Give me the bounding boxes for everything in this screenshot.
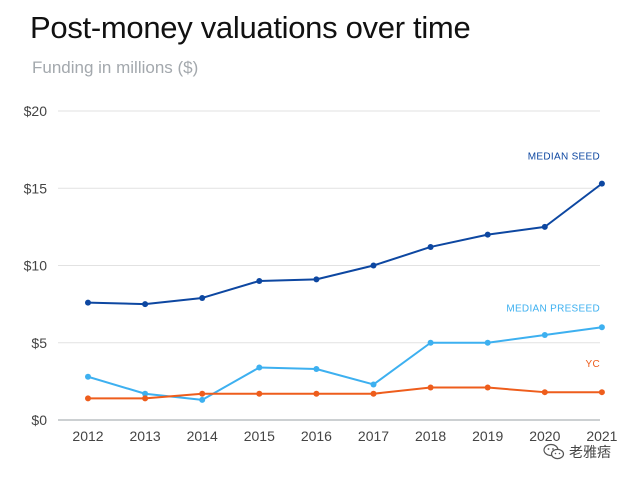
data-point [199, 396, 206, 403]
data-point [598, 180, 605, 187]
data-point [541, 223, 548, 230]
data-point [313, 276, 320, 283]
data-point [256, 390, 263, 397]
x-tick-label: 2014 [187, 428, 218, 444]
data-point [85, 299, 91, 306]
data-point [484, 339, 491, 346]
series-line [87, 182, 603, 306]
chart-subtitle: Funding in millions ($) [32, 58, 199, 77]
y-tick-label: $20 [24, 103, 48, 119]
data-point [142, 390, 149, 397]
y-tick-label: $5 [31, 335, 47, 351]
data-point [313, 390, 320, 397]
data-point [256, 277, 263, 284]
series-line [87, 326, 603, 401]
data-point [256, 364, 263, 371]
watermark: 老雅痞 [543, 442, 611, 462]
data-point [199, 390, 206, 397]
series-label: MEDIAN SEED [528, 152, 600, 163]
x-tick-label: 2018 [415, 428, 446, 444]
watermark-text: 老雅痞 [569, 444, 611, 460]
data-point [370, 262, 377, 269]
data-point [370, 381, 377, 388]
y-tick-label: $10 [24, 258, 48, 274]
data-point [85, 373, 91, 380]
series-label: MEDIAN PRESEED [506, 303, 600, 314]
data-point [313, 366, 320, 373]
data-point [199, 294, 206, 301]
data-point [484, 231, 491, 238]
series-line [88, 386, 602, 400]
data-point [598, 324, 605, 331]
data-point [484, 384, 491, 391]
data-point [85, 395, 91, 402]
data-point [598, 389, 605, 396]
x-tick-label: 2016 [301, 428, 332, 444]
data-point [541, 389, 548, 396]
x-tick-label: 2021 [586, 428, 617, 444]
wechat-icon [543, 443, 565, 460]
y-tick-label: $15 [24, 180, 48, 196]
data-point [427, 339, 434, 346]
data-point [427, 384, 434, 391]
x-tick-label: 2017 [358, 428, 389, 444]
data-point [142, 395, 149, 402]
y-tick-label: $0 [31, 412, 47, 428]
data-point [427, 243, 434, 250]
x-tick-label: 2012 [72, 428, 103, 444]
x-tick-label: 2019 [472, 428, 503, 444]
x-tick-label: 2020 [529, 428, 560, 444]
x-tick-label: 2015 [244, 428, 275, 444]
series-label: YC [586, 359, 601, 370]
data-point [541, 332, 548, 339]
x-tick-label: 2013 [130, 428, 161, 444]
chart-title: Post-money valuations over time [30, 10, 471, 45]
data-point [142, 301, 149, 308]
data-point [370, 390, 377, 397]
